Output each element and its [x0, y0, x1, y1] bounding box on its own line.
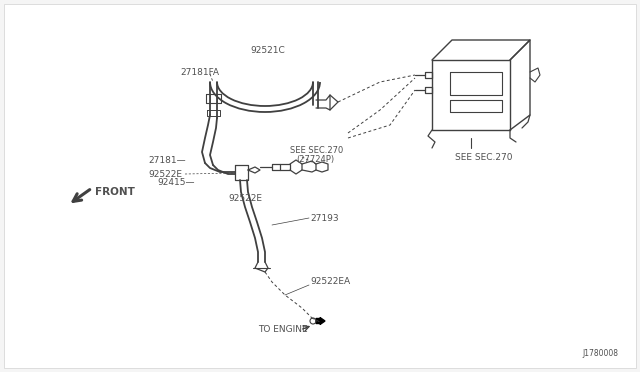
Text: 92415—: 92415—	[157, 177, 195, 186]
Text: (27724P): (27724P)	[296, 154, 334, 164]
Text: 27181FA: 27181FA	[180, 67, 219, 77]
Text: FRONT: FRONT	[95, 187, 135, 197]
Text: 27193: 27193	[310, 214, 339, 222]
FancyArrow shape	[316, 317, 325, 324]
Text: 92522E: 92522E	[228, 193, 262, 202]
Text: 92521C: 92521C	[251, 45, 285, 55]
Text: J1780008: J1780008	[582, 349, 618, 358]
Text: 27181—: 27181—	[148, 155, 186, 164]
Text: 92522E: 92522E	[148, 170, 182, 179]
Text: 92522EA: 92522EA	[310, 278, 350, 286]
Text: SEE SEC.270: SEE SEC.270	[455, 153, 513, 161]
Text: TO ENGINE: TO ENGINE	[258, 326, 308, 334]
Text: SEE SEC.270: SEE SEC.270	[290, 145, 343, 154]
